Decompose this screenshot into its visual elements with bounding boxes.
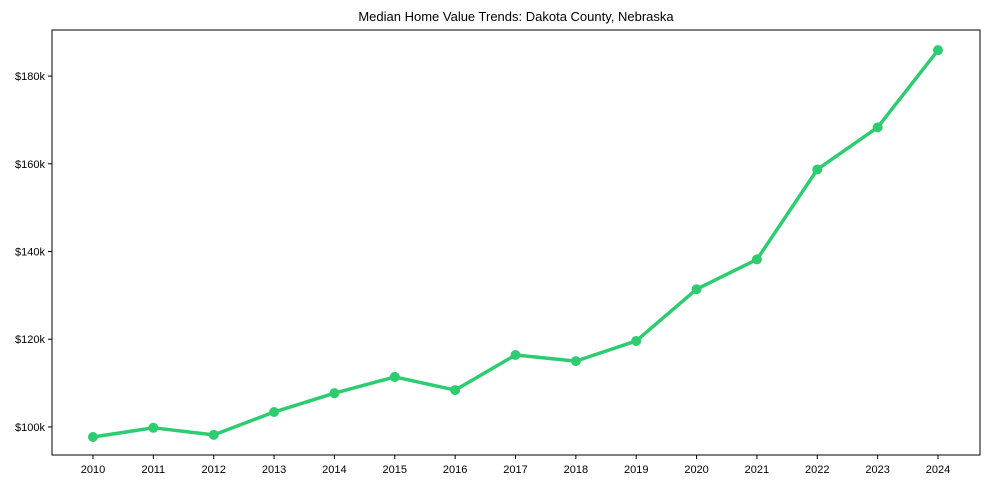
x-tick-label: 2022 — [805, 464, 829, 476]
data-point — [570, 356, 581, 367]
data-point — [329, 388, 340, 399]
x-tick-label: 2012 — [201, 464, 225, 476]
x-tick-label: 2011 — [142, 464, 166, 476]
data-point — [148, 422, 159, 433]
data-point — [691, 284, 702, 295]
data-point — [208, 429, 219, 440]
data-point — [88, 432, 98, 443]
x-tick-label: 2010 — [81, 464, 105, 476]
data-point — [510, 350, 521, 360]
x-tick-label: 2016 — [443, 464, 467, 476]
y-tick-label: $120k — [15, 334, 45, 346]
x-tick-label: 2020 — [684, 464, 708, 476]
x-tick-label: 2023 — [865, 464, 889, 476]
data-point — [450, 385, 461, 396]
data-point — [872, 122, 883, 133]
plot-area — [51, 29, 981, 456]
series-median-home-value — [88, 45, 943, 443]
data-point — [751, 254, 762, 265]
series-line — [92, 49, 940, 439]
x-tick-label: 2018 — [564, 464, 588, 476]
data-point — [933, 45, 943, 56]
y-tick-label: $140k — [15, 246, 45, 258]
x-tick-label: 2019 — [624, 464, 648, 476]
x-tick-label: 2017 — [503, 464, 527, 476]
y-tick-label: $160k — [15, 159, 45, 171]
data-point — [812, 164, 823, 175]
x-axis: 2010 2011 2012 2013 2014 2015 2016 2017 2018 2019… — [81, 455, 950, 476]
x-tick-label: 2024 — [926, 464, 950, 476]
y-axis: $100k $120k $140k $160k $180k — [15, 71, 52, 434]
data-point — [389, 371, 400, 382]
y-tick-label: $100k — [15, 422, 45, 434]
x-tick-label: 2015 — [383, 464, 407, 476]
x-tick-label: 2014 — [322, 464, 346, 476]
data-point — [631, 335, 642, 346]
x-tick-label: 2013 — [262, 464, 286, 476]
chart-title: Median Home Value Trends: Dakota County,… — [358, 9, 674, 24]
y-tick-label: $180k — [15, 71, 45, 83]
data-point — [269, 407, 280, 418]
x-tick-label: 2021 — [745, 464, 769, 476]
